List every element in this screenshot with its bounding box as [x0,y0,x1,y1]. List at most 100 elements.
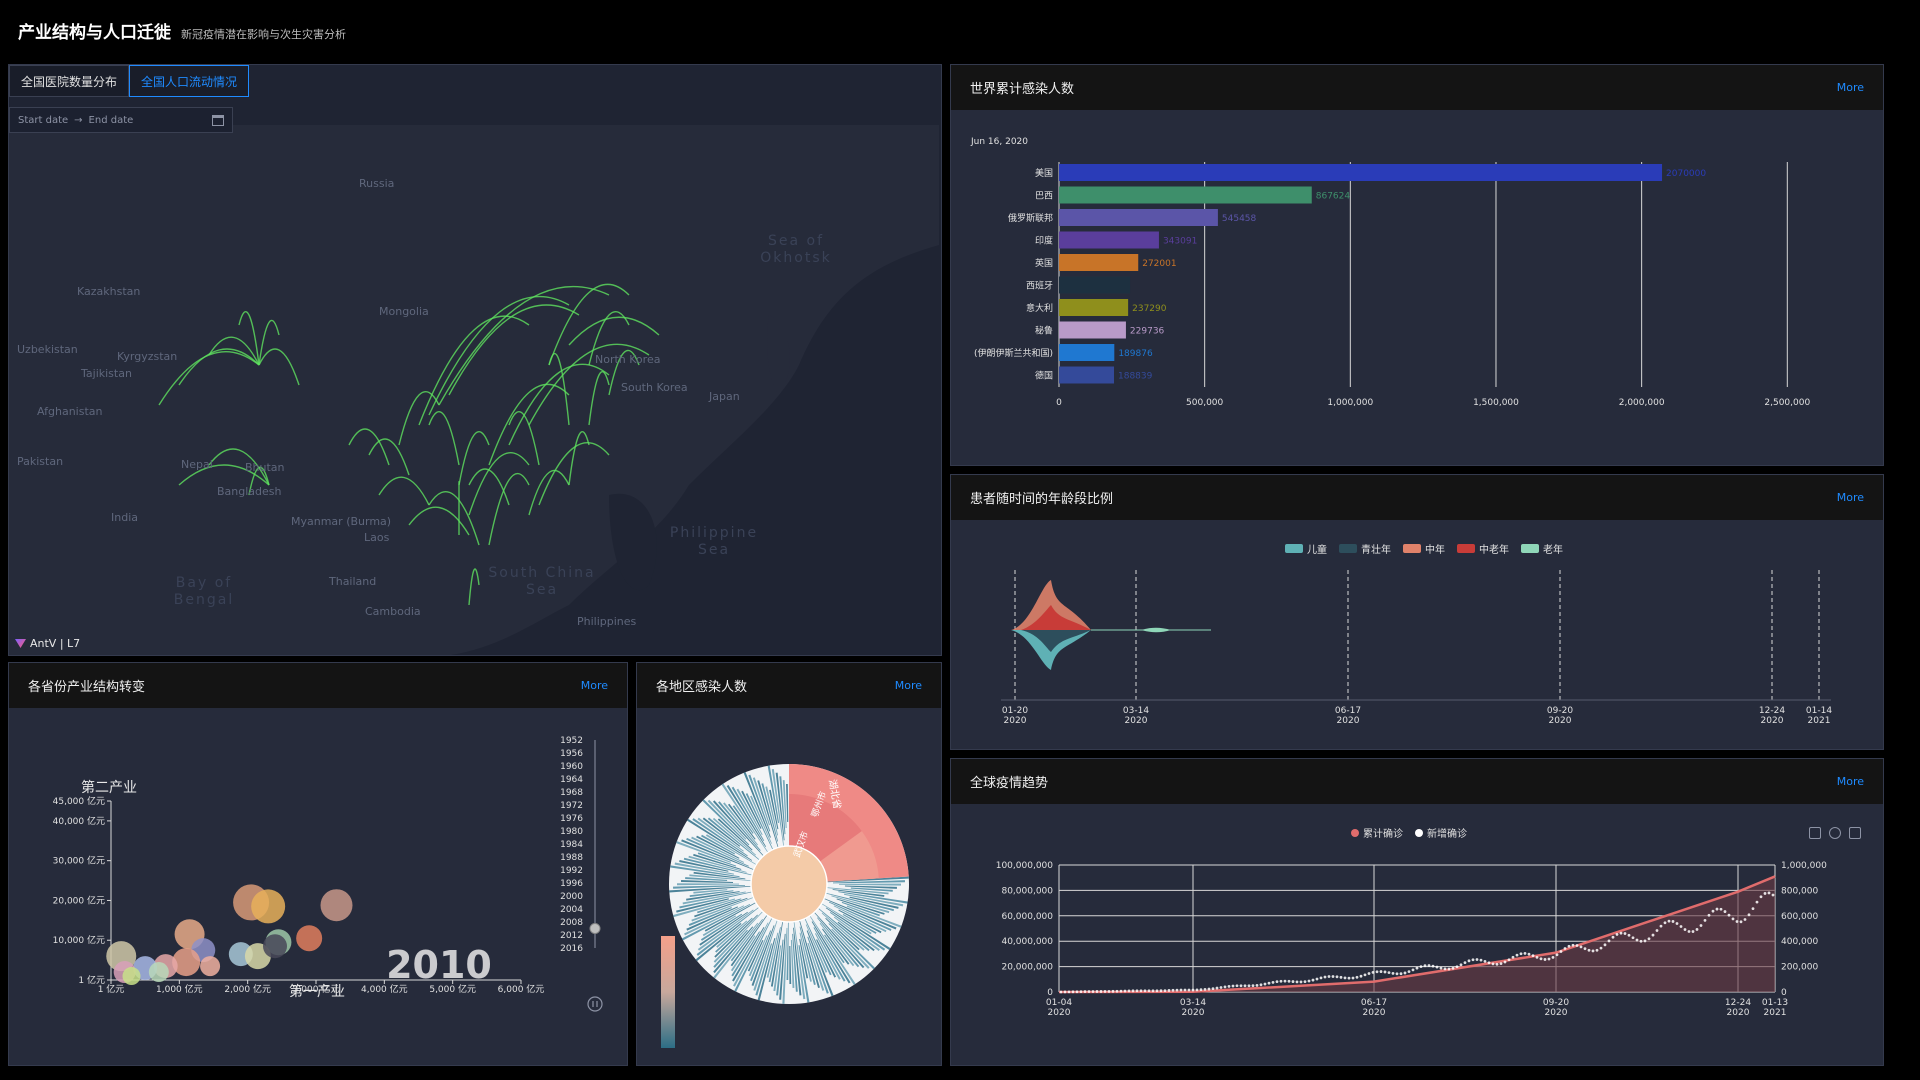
more-link[interactable]: More [894,679,922,692]
sunburst-slice [730,918,763,962]
legend-item[interactable]: 中年 [1403,541,1445,556]
sunburst-slice [757,780,779,848]
map-place-label: Kyrgyzstan [117,350,178,363]
more-link[interactable]: More [1836,81,1864,94]
x-tick-year: 2020 [1727,1008,1750,1018]
x-tick-year: 2021 [1764,1008,1787,1018]
daily-point [1491,962,1495,966]
daily-point [1651,933,1655,937]
tab-hospital-distribution[interactable]: 全国医院数量分布 [9,65,130,97]
migration-arc [428,411,460,466]
map-sea-label: Sea of Okhotsk [760,233,832,266]
daily-point [1223,985,1227,989]
sunburst-slice [685,877,728,881]
daily-point [1451,966,1455,970]
sunburst-slice [822,928,850,965]
migration-arc [418,315,530,426]
sunburst-slice [807,942,825,991]
sunburst-slice [732,805,754,834]
sunburst-slice [745,793,774,850]
sunburst-slice [676,898,729,913]
legend-item[interactable]: 新增确诊 [1415,825,1467,840]
x-tick-label: 5,000 亿元 [429,983,476,995]
more-link[interactable]: More [1836,775,1864,788]
more-link[interactable]: More [1836,491,1864,504]
timeline-year: 1960 [560,762,583,772]
sunburst-slice [799,932,812,982]
left-y-tick: 60,000,000 [1001,912,1053,922]
map-place-label: Philippines [577,615,637,628]
legend-item[interactable]: 儿童 [1285,541,1327,556]
download-icon[interactable] [1849,827,1861,839]
legend-item[interactable]: 老年 [1521,541,1563,556]
sunburst-slice [713,911,763,963]
migration-map-panel[interactable]: 全国医院数量分布 全国人口流动情况 Start date → End date … [8,64,942,656]
value-label: 229736 [1130,327,1165,337]
bar [1059,231,1159,249]
daily-point [1279,979,1283,983]
daily-point [1375,970,1379,974]
migration-arc [548,352,570,426]
calendar-icon[interactable] [212,114,224,126]
stream-senior [1021,605,1091,630]
map-place-label: Bhutan [245,461,285,474]
daily-point [1527,952,1531,956]
daily-point [1251,984,1255,988]
sunburst-slice [702,915,737,937]
tab-population-flow[interactable]: 全国人口流动情况 [129,65,250,97]
timeline-handle[interactable] [589,923,601,934]
map-attribution[interactable]: AntV | L7 [15,637,80,650]
end-date-input[interactable]: End date [88,114,134,126]
pause-icon[interactable] [587,996,603,1012]
cumulative-line [1058,875,1776,994]
x-tick-label: 12-24 [1759,706,1785,716]
daily-point [1459,963,1463,967]
sunburst-slice [684,905,745,936]
regional-infection-panel: 各地区感染人数 More 湖北省 鄂州市 武汉市 [636,662,942,1066]
daily-point [1439,966,1443,970]
migration-map[interactable] [9,65,942,656]
bubble [263,934,287,959]
legend-item[interactable]: 青壮年 [1339,541,1391,556]
daily-point [1767,891,1771,895]
bubble [251,889,286,924]
daily-point [1243,984,1247,988]
daily-point [1063,990,1067,994]
industry-structure-panel: 各省份产业结构转变 More 1 亿元 10,000 亿元 20,000 亿元 30,… [8,662,628,1066]
daily-point [1763,892,1767,895]
daily-point [1427,964,1431,967]
page-subtitle: 新冠疫情潜在影响与次生灾害分析 [181,28,346,41]
x-tick-year: 2020 [1048,1008,1071,1018]
x-tick-label: 1 亿元 [98,983,125,995]
daily-point [1655,929,1659,932]
sunburst-slice [838,883,901,886]
sunburst-slice [697,852,737,867]
date-range-picker[interactable]: Start date → End date [9,107,233,133]
daily-point [1583,947,1587,951]
bar [1059,321,1126,339]
sunburst-slice [733,922,769,987]
daily-point [1679,925,1683,928]
legend-item[interactable]: 中老年 [1457,541,1509,556]
more-link[interactable]: More [580,679,608,692]
y-tick-label: 10,000 亿元 [53,934,105,946]
daily-point [1283,979,1287,983]
daily-point [1631,936,1635,940]
arrow-right-icon: → [74,114,83,126]
refresh-icon[interactable] [1829,827,1841,839]
sunburst-slice [833,905,887,933]
sunburst-slice [833,916,880,952]
legend-item[interactable]: 累计确诊 [1351,825,1403,840]
data-view-icon[interactable] [1809,827,1821,839]
bar [1059,276,1131,294]
category-label: 俄罗斯联邦 [1008,212,1053,224]
timeline-year: 1952 [560,736,583,746]
sunburst-slice [789,945,792,984]
daily-point [1287,979,1291,983]
daily-point [1551,955,1555,959]
x-tick-label: 12-24 [1725,998,1751,1008]
start-date-input[interactable]: Start date [18,114,69,126]
daily-point [1211,987,1215,991]
migration-arc [608,349,640,396]
